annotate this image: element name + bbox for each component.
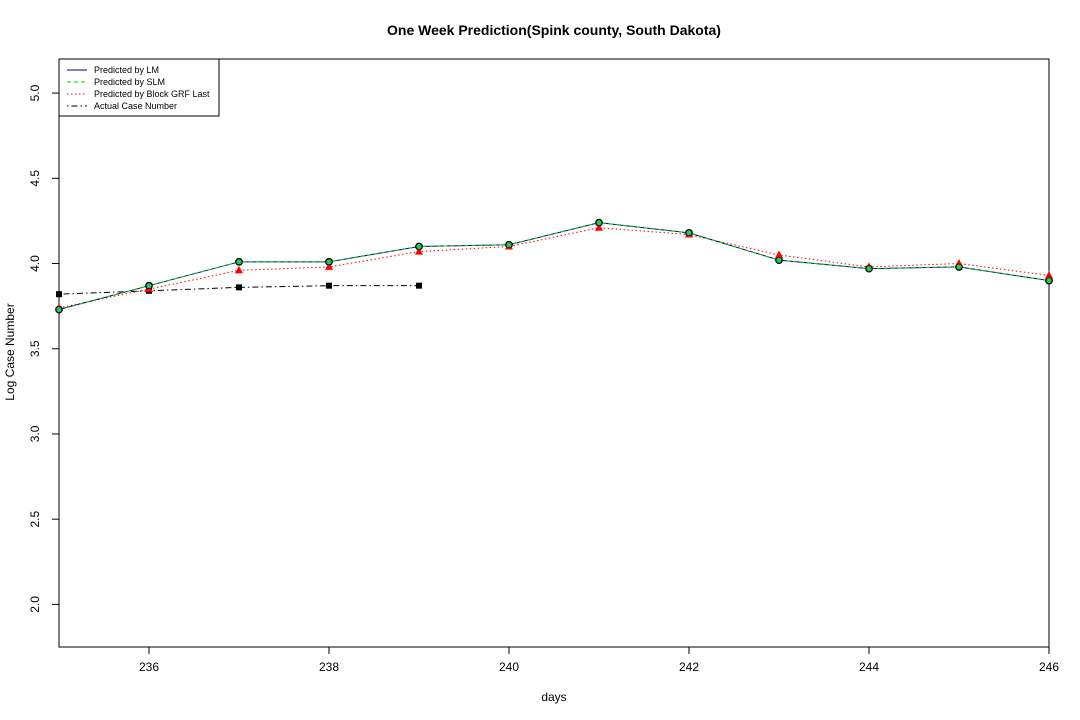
slm-point [505, 241, 513, 248]
series-line-1 [58, 222, 1050, 311]
slm-point [595, 219, 603, 226]
legend: Predicted by LM Predicted by SLM Predicted… [58, 58, 220, 117]
legend-label-2: Predicted by Block GRF Last [94, 89, 210, 99]
y-tick-label: 4.0 [28, 255, 42, 272]
x-tick-label: 240 [499, 660, 519, 674]
x-axis-label: days [541, 690, 566, 704]
x-tick-label: 236 [139, 660, 159, 674]
x-tick-label: 244 [859, 660, 879, 674]
grf-point [595, 223, 603, 231]
actual-point [236, 284, 242, 291]
slm-point [415, 243, 423, 250]
ticks-layer: 236 238 240 242 244 246 2.0 2.5 3.0 3.5 4.0 4.5 5.0 [28, 84, 1059, 674]
y-tick-label: 5.0 [28, 84, 42, 101]
x-tick-label: 238 [319, 660, 339, 674]
y-tick-label: 2.0 [28, 596, 42, 613]
actual-point [416, 282, 422, 289]
grf-point [415, 247, 423, 255]
slm-point [325, 258, 333, 266]
y-tick-label: 2.5 [28, 511, 42, 528]
actual-point [56, 291, 62, 298]
slm-point [235, 258, 243, 266]
slm-point [775, 256, 783, 264]
slm-point [955, 263, 963, 271]
y-axis-label: Log Case Number [3, 303, 17, 400]
grf-point [235, 265, 243, 274]
x-tick-label: 246 [1039, 660, 1059, 674]
legend-label-0: Predicted by LM [94, 65, 159, 75]
grf-point [775, 250, 783, 258]
slm-point [685, 229, 693, 237]
grf-point [325, 262, 333, 270]
x-tick-label: 242 [679, 660, 699, 674]
slm-point [145, 282, 153, 289]
legend-label-1: Predicted by SLM [94, 77, 165, 87]
actual-point [326, 282, 332, 289]
y-tick-label: 4.5 [28, 170, 42, 187]
plot-frame [58, 58, 1050, 648]
series-layer [55, 218, 1053, 314]
slm-point [1045, 277, 1053, 284]
y-tick-label: 3.5 [28, 340, 42, 357]
legend-label-3: Actual Case Number [94, 101, 177, 111]
slm-point [865, 265, 873, 272]
grf-point [1045, 270, 1053, 279]
chart-title: One Week Prediction(Spink county, South … [387, 22, 721, 38]
slm-point [55, 306, 63, 313]
y-tick-label: 3.0 [28, 425, 42, 442]
series-line-2 [58, 227, 1050, 309]
